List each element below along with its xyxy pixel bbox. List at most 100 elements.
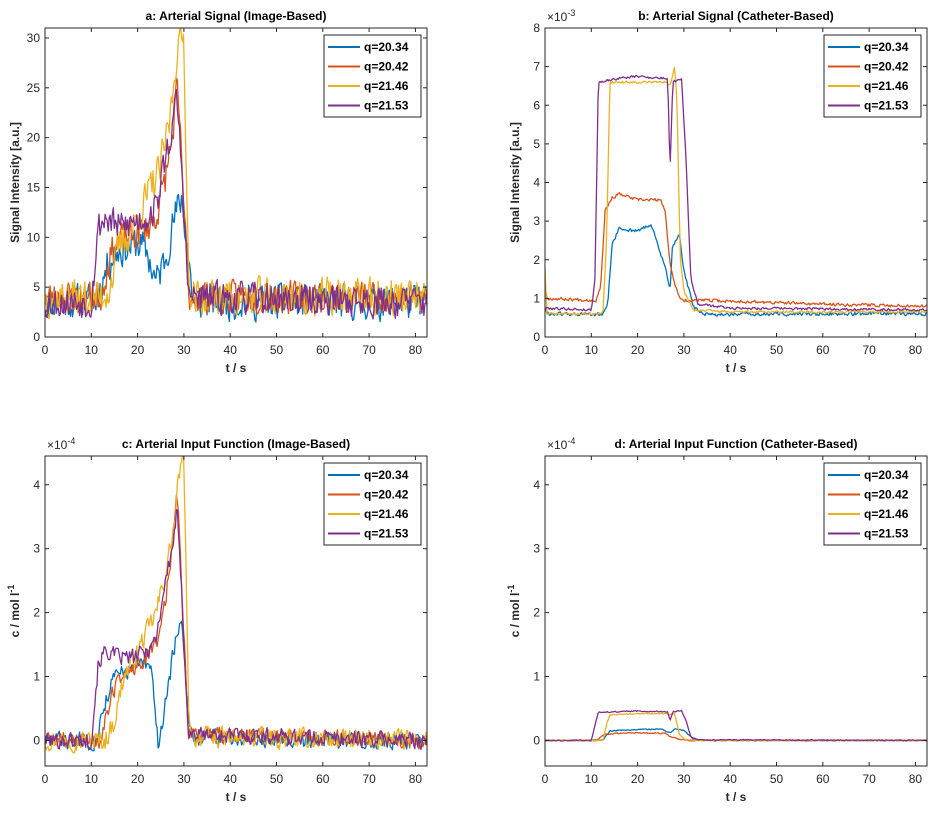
x-tick-label: 70 (862, 343, 876, 357)
y-tick-label: 3 (533, 542, 540, 556)
legend: q=20.34 q=20.42 q=21.46 q=21.53 (823, 462, 922, 546)
x-tick-label: 10 (85, 772, 99, 786)
legend-entry: q=20.42 (864, 60, 909, 74)
series-line-q=20.34 (545, 224, 927, 317)
x-tick-label: 50 (270, 772, 284, 786)
y-tick-label: 10 (27, 230, 41, 244)
x-tick-label: 0 (542, 343, 549, 357)
legend-entry: q=21.53 (364, 99, 409, 113)
y-tick-label: 3 (533, 214, 540, 228)
legend-box (323, 34, 422, 118)
series-line-q=21.46 (545, 66, 927, 316)
x-tick-label: 60 (316, 343, 330, 357)
y-axis-label: Signal Intensity [a.u.] (508, 122, 522, 243)
x-tick-label: 40 (224, 772, 238, 786)
y-tick-label: 5 (33, 280, 40, 294)
y-tick-label: 3 (33, 542, 40, 556)
x-tick-label: 0 (42, 772, 49, 786)
axis-multiplier: ×10-4 (47, 436, 75, 452)
legend-entry: q=20.34 (864, 40, 909, 54)
x-tick-label: 10 (585, 772, 599, 786)
x-tick-label: 10 (585, 343, 599, 357)
series-group (45, 28, 427, 323)
y-tick-label: 4 (33, 478, 40, 492)
x-tick-label: 80 (909, 343, 923, 357)
legend-entry: q=21.46 (864, 79, 909, 93)
legend-entry: q=20.42 (364, 60, 409, 74)
x-tick-label: 70 (362, 772, 376, 786)
legend-entry: q=21.46 (364, 507, 409, 521)
x-tick-label: 60 (816, 772, 830, 786)
y-tick-label: 15 (27, 180, 41, 194)
series-line-q=21.53 (45, 509, 427, 751)
series-line-q=20.42 (545, 192, 927, 308)
y-tick-label: 30 (27, 31, 41, 45)
y-tick-label: 25 (27, 81, 41, 95)
legend-entry: q=20.42 (864, 488, 909, 502)
y-tick-label: 20 (27, 131, 41, 145)
series-group (545, 66, 927, 317)
y-tick-label: 4 (533, 176, 540, 190)
y-tick-label: 6 (533, 98, 540, 112)
series-group (45, 456, 427, 754)
x-tick-label: 20 (131, 343, 145, 357)
x-tick-label: 70 (362, 343, 376, 357)
x-tick-label: 20 (631, 772, 645, 786)
legend-box (823, 462, 922, 546)
x-tick-label: 10 (85, 343, 99, 357)
x-tick-label: 30 (677, 772, 691, 786)
y-tick-label: 0 (533, 733, 540, 747)
y-axis-label: Signal Intensity [a.u.] (8, 122, 22, 243)
y-tick-label: 2 (33, 606, 40, 620)
x-axis-label: t / s (226, 790, 247, 804)
x-tick-label: 0 (542, 772, 549, 786)
x-tick-label: 50 (770, 343, 784, 357)
legend-entry: q=21.53 (364, 527, 409, 541)
y-tick-label: 2 (533, 606, 540, 620)
legend-box (823, 34, 922, 118)
x-tick-label: 0 (42, 343, 49, 357)
legend-entry: q=21.53 (864, 99, 909, 113)
axis-multiplier: ×10-3 (547, 8, 575, 24)
y-tick-label: 0 (33, 733, 40, 747)
x-tick-label: 40 (724, 343, 738, 357)
x-axis-label: t / s (726, 361, 747, 375)
chart-title: a: Arterial Signal (Image-Based) (146, 9, 327, 23)
series-line-q=21.46 (45, 456, 427, 754)
y-tick-label: 1 (533, 670, 540, 684)
x-tick-label: 30 (677, 343, 691, 357)
x-tick-label: 20 (131, 772, 145, 786)
chart-panel-b: 0 10 20 30 40 50 60 70 80 0 1 2 3 4 5 6 7 8 b: Arterial Si… (508, 8, 928, 375)
legend-entry: q=20.34 (364, 468, 409, 482)
x-tick-label: 40 (724, 772, 738, 786)
chart-title: c: Arterial Input Function (Image-Based) (122, 437, 350, 451)
legend-entry: q=20.34 (364, 40, 409, 54)
y-tick-label: 4 (533, 478, 540, 492)
x-tick-label: 80 (409, 772, 423, 786)
series-line-q=21.53 (545, 709, 927, 742)
y-tick-label: 0 (533, 330, 540, 344)
x-tick-label: 40 (224, 343, 238, 357)
y-tick-label: 7 (533, 60, 540, 74)
x-tick-label: 60 (316, 772, 330, 786)
x-tick-label: 70 (862, 772, 876, 786)
chart-panel-c: 0 10 20 30 40 50 60 70 80 0 1 2 3 4 c: Arterial Input … (6, 436, 428, 804)
y-axis-label: c / mol l-1 (506, 585, 522, 638)
axes-box (44, 455, 428, 767)
y-tick-label: 1 (533, 291, 540, 305)
legend: q=20.34 q=20.42 q=21.46 q=21.53 (323, 34, 422, 118)
series-line-q=21.53 (45, 88, 427, 320)
legend-box (323, 462, 422, 546)
chart-panel-d: 0 10 20 30 40 50 60 70 80 0 1 2 3 4 d: Arterial Input … (506, 436, 928, 804)
legend-entry: q=21.46 (864, 507, 909, 521)
x-axis-label: t / s (726, 790, 747, 804)
y-tick-label: 2 (533, 253, 540, 267)
axis-multiplier: ×10-4 (547, 436, 575, 452)
x-tick-label: 80 (409, 343, 423, 357)
x-tick-label: 60 (816, 343, 830, 357)
legend: q=20.34 q=20.42 q=21.46 q=21.53 (823, 34, 922, 118)
y-tick-label: 1 (33, 670, 40, 684)
